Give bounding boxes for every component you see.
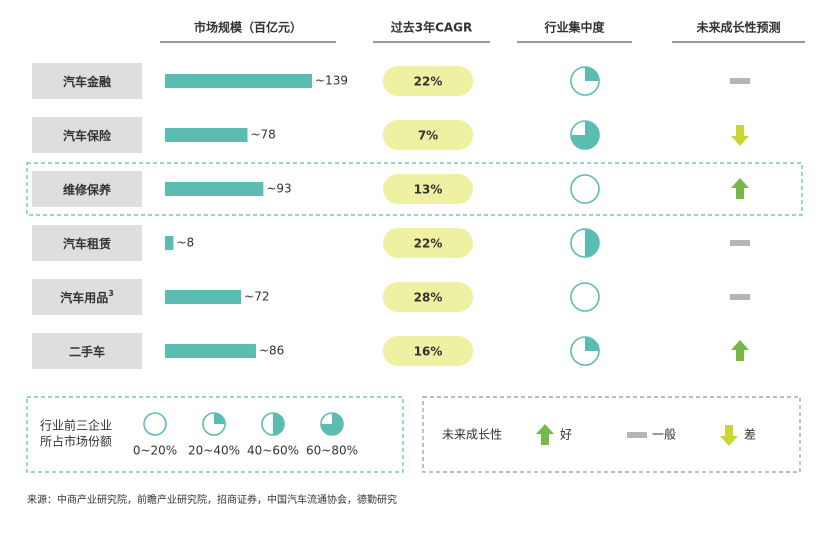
pie-outline bbox=[570, 282, 600, 312]
bar-label: ~86 bbox=[259, 344, 284, 358]
legend-label: 0~20% bbox=[133, 444, 177, 458]
concentration-pie bbox=[570, 228, 600, 258]
legend-label: 60~80% bbox=[306, 444, 358, 458]
cagr-pill bbox=[383, 174, 473, 204]
row-name-text: 汽车金融 bbox=[63, 74, 111, 89]
legend-pie bbox=[320, 412, 344, 436]
cagr-value: 16% bbox=[414, 345, 443, 359]
flat-icon bbox=[627, 432, 647, 438]
name-box bbox=[32, 171, 142, 207]
cagr-value: 22% bbox=[414, 75, 443, 89]
concentration-pie bbox=[570, 174, 600, 204]
cagr-value: 28% bbox=[414, 291, 443, 305]
legend-label: 20~40% bbox=[188, 444, 240, 458]
row-name: 汽车金融 bbox=[63, 74, 111, 89]
bar bbox=[165, 290, 242, 304]
row-name: 汽车用品3 bbox=[60, 289, 114, 305]
legend-label: 40~60% bbox=[247, 444, 299, 458]
bar-label: ~139 bbox=[315, 74, 348, 88]
row-name: 汽车租赁 bbox=[63, 236, 111, 251]
flat-icon bbox=[730, 294, 750, 300]
bar bbox=[165, 74, 312, 88]
column-header: 过去3年CAGR bbox=[391, 20, 473, 35]
name-box bbox=[32, 279, 142, 315]
column-header: 未来成长性预测 bbox=[695, 20, 780, 35]
legend-label: 好 bbox=[560, 428, 572, 442]
row-name-text: 汽车用品 bbox=[60, 290, 108, 305]
up-arrow bbox=[731, 340, 749, 361]
row-note: 3 bbox=[108, 289, 114, 298]
bar-label: ~72 bbox=[244, 290, 269, 304]
pie-wedge bbox=[214, 413, 225, 424]
concentration-pie bbox=[570, 66, 600, 96]
column-header: 行业集中度 bbox=[543, 20, 605, 35]
name-box bbox=[32, 63, 142, 99]
cagr-value: 22% bbox=[414, 237, 443, 251]
row-name-text: 汽车保险 bbox=[63, 128, 112, 143]
pie-outline bbox=[143, 412, 167, 436]
cagr-pill bbox=[383, 282, 473, 312]
bar bbox=[165, 236, 174, 250]
cagr-pill bbox=[383, 120, 473, 150]
legend-title: 未来成长性 bbox=[442, 428, 502, 442]
cagr-value: 7% bbox=[418, 129, 438, 143]
pie-wedge bbox=[585, 67, 599, 81]
pie-wedge bbox=[585, 337, 599, 351]
cagr-pill bbox=[383, 228, 473, 258]
source: 来源：中商产业研究院，前瞻产业研究院，招商证券，中国汽车流通协会，德勤研究 bbox=[27, 493, 397, 506]
legend-box bbox=[26, 396, 404, 473]
up-arrow bbox=[731, 178, 749, 199]
row-name-text: 维修保养 bbox=[63, 182, 111, 197]
legend-title: 所占市场份额 bbox=[40, 434, 112, 449]
legend-label: 一般 bbox=[652, 427, 676, 442]
legend-label: 差 bbox=[744, 428, 756, 442]
bar-label: ~78 bbox=[250, 128, 275, 142]
pie-wedge bbox=[585, 229, 599, 257]
bar bbox=[165, 128, 248, 142]
legend-pie bbox=[143, 412, 167, 436]
name-box bbox=[32, 225, 142, 261]
bar bbox=[165, 344, 256, 358]
pie-wedge bbox=[321, 413, 343, 435]
column-header: 市场规模（百亿元） bbox=[194, 20, 302, 35]
legend-title: 行业前三企业 bbox=[40, 418, 112, 433]
name-box bbox=[32, 117, 142, 153]
down-arrow bbox=[731, 125, 749, 146]
bar bbox=[165, 182, 264, 196]
bar-label: ~93 bbox=[266, 182, 291, 196]
row-name: 维修保养 bbox=[63, 182, 111, 197]
cagr-pill bbox=[383, 336, 473, 366]
name-box bbox=[32, 333, 142, 369]
flat-icon bbox=[730, 240, 750, 246]
row-name-text: 汽车租赁 bbox=[63, 236, 111, 251]
pie-wedge bbox=[273, 413, 284, 435]
row-name-text: 二手车 bbox=[69, 344, 105, 359]
flat-icon bbox=[730, 78, 750, 84]
row-name: 汽车保险 bbox=[63, 128, 112, 143]
legend-box bbox=[422, 396, 801, 473]
legend-pie bbox=[261, 412, 285, 436]
cagr-value: 13% bbox=[414, 183, 443, 197]
bar-label: ~8 bbox=[176, 236, 194, 250]
up-arrow bbox=[536, 424, 554, 445]
concentration-pie bbox=[570, 120, 600, 150]
legend-pie bbox=[202, 412, 226, 436]
row-name: 二手车 bbox=[69, 344, 105, 359]
concentration-pie bbox=[570, 282, 600, 312]
highlight-box bbox=[26, 162, 803, 216]
down-arrow bbox=[720, 425, 738, 446]
cagr-pill bbox=[383, 66, 473, 96]
concentration-pie bbox=[570, 336, 600, 366]
pie-wedge bbox=[571, 121, 599, 149]
pie-outline bbox=[570, 174, 600, 204]
